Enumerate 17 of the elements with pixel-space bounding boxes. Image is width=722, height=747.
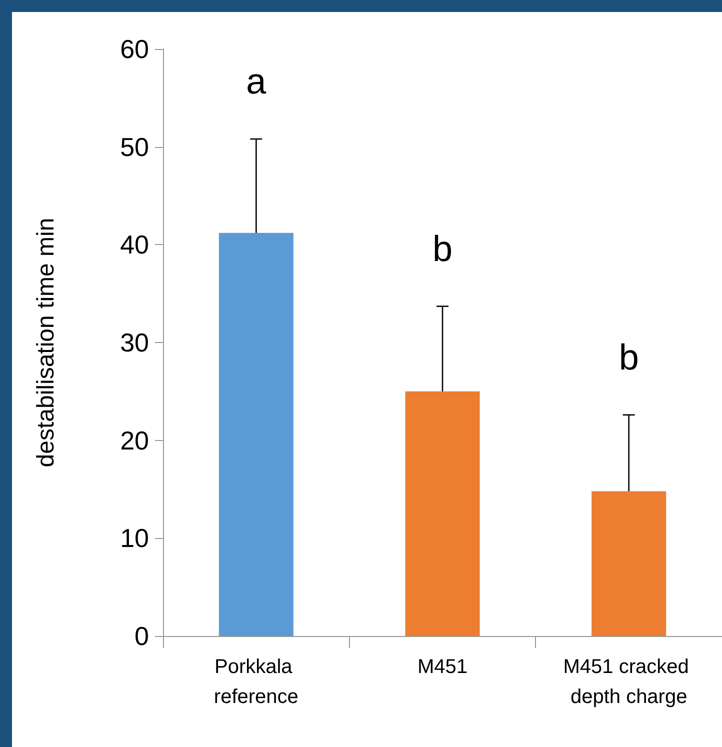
x-tick-label: M451 cracked depth charge <box>563 656 694 708</box>
annotation: b <box>618 336 639 378</box>
y-tick-label: 30 <box>120 328 149 358</box>
annotation: b <box>432 228 453 269</box>
y-axis-title: destabilisation time min <box>32 218 60 468</box>
y-tick-label: 50 <box>120 132 149 162</box>
bar <box>405 391 480 636</box>
y-tick-label: 20 <box>120 425 149 456</box>
bar <box>218 232 294 636</box>
annotation: a <box>246 60 268 102</box>
x-tick-label: M451 <box>417 656 468 678</box>
bar <box>592 491 666 636</box>
y-tick-label: 10 <box>120 523 149 554</box>
y-tick-label: 40 <box>120 230 149 260</box>
x-tick-label: Porkkala reference <box>214 656 298 708</box>
y-tick-label: 0 <box>134 621 149 651</box>
y-tick-label: 60 <box>120 34 149 64</box>
